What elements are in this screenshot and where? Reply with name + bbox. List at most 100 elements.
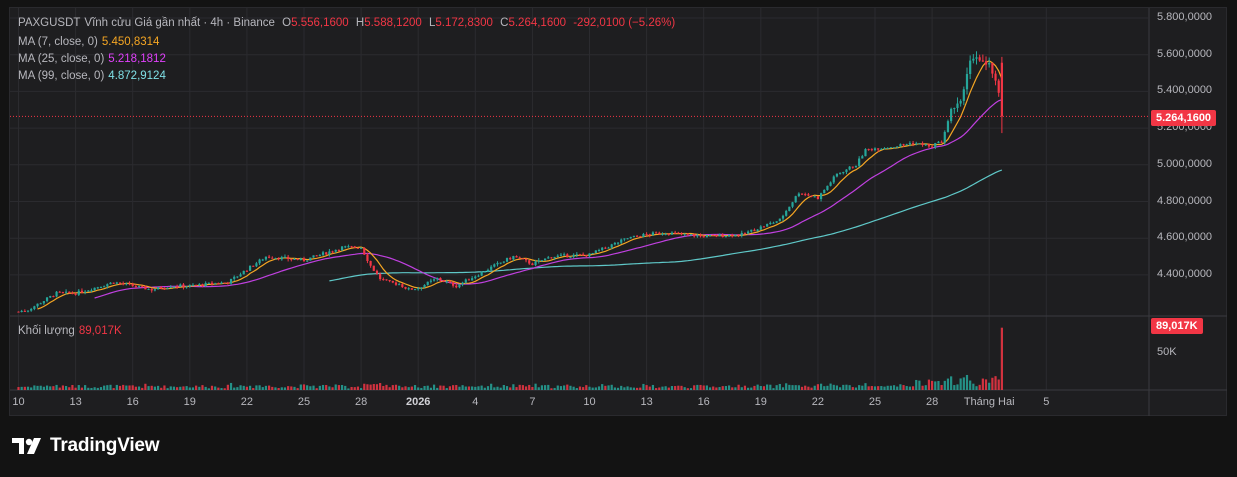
candle-body bbox=[607, 247, 610, 249]
volume-legend[interactable]: Khối lượng 89,017K bbox=[18, 325, 126, 337]
volume-bar bbox=[991, 377, 994, 390]
candle-body bbox=[896, 146, 899, 148]
volume-bar bbox=[264, 385, 268, 390]
candle-body bbox=[109, 282, 112, 285]
candle-body bbox=[934, 143, 937, 148]
candle-body bbox=[645, 233, 648, 235]
candle-body bbox=[870, 149, 873, 151]
candle-body bbox=[911, 143, 915, 145]
candle-body bbox=[683, 233, 686, 235]
legend-ma25[interactable]: MA (25, close, 0) 5.218,1812 bbox=[18, 53, 170, 65]
candle-body bbox=[715, 235, 718, 237]
candle-body bbox=[413, 289, 417, 291]
volume-bar bbox=[144, 383, 147, 390]
volume-bar bbox=[268, 385, 271, 390]
candle-body bbox=[493, 264, 496, 267]
chart-frame[interactable] bbox=[9, 7, 1227, 416]
candle-body bbox=[804, 194, 807, 196]
candle-body bbox=[686, 233, 689, 235]
candle-body bbox=[905, 144, 908, 146]
candle-body bbox=[375, 270, 379, 274]
volume-bar bbox=[245, 386, 248, 390]
candle-body bbox=[648, 234, 651, 236]
volume-bar bbox=[242, 385, 245, 390]
candle-body bbox=[854, 165, 858, 168]
volume-bar bbox=[839, 387, 842, 390]
volume-bar bbox=[350, 386, 353, 390]
volume-bar bbox=[52, 386, 55, 390]
volume-bar bbox=[931, 380, 934, 390]
candle-body bbox=[23, 310, 26, 312]
candle-body bbox=[242, 270, 245, 275]
candle-body bbox=[569, 256, 572, 258]
candle-body bbox=[731, 234, 734, 237]
candle-body bbox=[832, 176, 835, 183]
volume-bar bbox=[45, 385, 49, 390]
candle-body bbox=[946, 121, 950, 132]
candle-body bbox=[252, 265, 255, 267]
price-tick-label: 5.400,0000 bbox=[1157, 84, 1213, 97]
volume-bar bbox=[84, 385, 87, 390]
candle-body bbox=[629, 236, 632, 239]
candle-body bbox=[578, 254, 582, 256]
candle-body bbox=[635, 235, 639, 237]
volume-bar bbox=[826, 385, 829, 390]
candle-body bbox=[112, 282, 115, 284]
legend-ma25-value: 5.218,1812 bbox=[108, 53, 166, 65]
candle-body bbox=[118, 282, 122, 284]
candle-body bbox=[71, 293, 74, 295]
volume-bar bbox=[306, 385, 309, 390]
candle-body bbox=[537, 260, 540, 262]
candle-body bbox=[318, 254, 321, 256]
candle-body bbox=[953, 108, 956, 110]
volume-bar bbox=[134, 386, 137, 390]
candle-body bbox=[36, 303, 39, 307]
volume-bar bbox=[870, 386, 873, 390]
candle-body bbox=[626, 238, 629, 240]
candle-body bbox=[268, 256, 271, 258]
candle-body bbox=[858, 158, 861, 166]
volume-bar bbox=[382, 385, 385, 390]
candle-body bbox=[84, 291, 87, 293]
current-price-tag: 5.264,1600 bbox=[1151, 110, 1217, 126]
volume-bar bbox=[658, 387, 661, 390]
time-tick-label: 25 bbox=[868, 396, 882, 408]
candle-body bbox=[315, 255, 318, 257]
legend-symbol[interactable]: PAXGUSDT bbox=[18, 17, 81, 29]
legend-high-label: H bbox=[355, 17, 365, 29]
volume-bar bbox=[740, 387, 743, 390]
candle-body bbox=[778, 218, 781, 222]
candle-body bbox=[217, 283, 220, 285]
legend-ma7[interactable]: MA (7, close, 0) 5.450,8314 bbox=[18, 36, 163, 48]
volume-bar bbox=[172, 386, 176, 390]
volume-bar bbox=[512, 384, 515, 390]
candle-body bbox=[245, 270, 248, 272]
candle-body bbox=[632, 235, 636, 237]
volume-bar bbox=[410, 386, 413, 390]
candle-body bbox=[407, 288, 410, 290]
legend-ma99[interactable]: MA (99, close, 0) 4.872,9124 bbox=[18, 70, 170, 82]
volume-bar bbox=[575, 388, 578, 390]
candle-body bbox=[131, 283, 134, 287]
candle-body bbox=[179, 284, 182, 287]
volume-bar bbox=[683, 387, 686, 390]
tradingview-brand-name: TradingView bbox=[50, 435, 160, 456]
volume-bar bbox=[283, 387, 287, 390]
volume-bar bbox=[426, 385, 429, 390]
candle-body bbox=[353, 246, 356, 248]
candle-body bbox=[64, 291, 68, 293]
volume-bar bbox=[791, 385, 794, 390]
volume-bar bbox=[502, 384, 505, 390]
volume-bar bbox=[861, 385, 864, 390]
candle-body bbox=[210, 282, 214, 285]
volume-bar bbox=[978, 384, 981, 390]
volume-bar bbox=[892, 385, 896, 390]
candle-body bbox=[670, 232, 674, 235]
volume-bar bbox=[616, 387, 620, 390]
time-tick-label: 13 bbox=[69, 396, 82, 408]
candle-body bbox=[490, 266, 493, 270]
volume-legend-label: Khối lượng bbox=[18, 325, 75, 337]
tradingview-logo[interactable]: TradingView bbox=[12, 435, 160, 457]
time-tick-label: 2026 bbox=[405, 396, 431, 408]
